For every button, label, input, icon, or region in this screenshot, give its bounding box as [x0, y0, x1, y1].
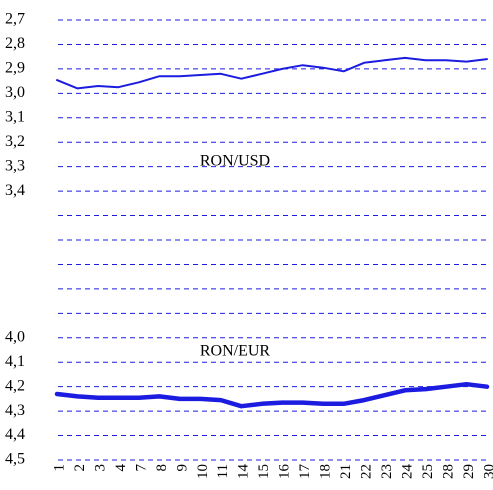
- x-tick-label: 2: [72, 464, 88, 472]
- x-tick-label: 4: [113, 464, 129, 472]
- x-tick-label: 18: [318, 464, 334, 479]
- x-tick-label: 30: [481, 464, 493, 479]
- x-tick-label: 3: [92, 464, 108, 472]
- y-tick-label: 2,9: [5, 60, 25, 77]
- series-label: RON/USD: [200, 153, 270, 170]
- x-tick-label: 16: [277, 464, 293, 480]
- y-tick-label: 3,4: [5, 182, 25, 199]
- y-tick-label: 4,0: [5, 328, 25, 345]
- series-label: RON/EUR: [200, 343, 271, 360]
- series-line: [54, 381, 490, 409]
- y-tick-label: 4,2: [5, 377, 25, 394]
- x-tick-label: 9: [174, 464, 190, 472]
- y-tick-label: 3,1: [5, 108, 25, 125]
- y-tick-label: 4,4: [5, 426, 25, 443]
- y-tick-label: 4,5: [5, 451, 25, 468]
- x-tick-label: 8: [154, 464, 170, 472]
- x-tick-label: 17: [297, 464, 313, 480]
- x-tick-label: 11: [215, 464, 231, 478]
- x-tick-label: 1: [51, 464, 67, 472]
- x-tick-label: 15: [256, 464, 272, 479]
- x-tick-label: 10: [195, 464, 211, 479]
- x-tick-label: 23: [379, 464, 395, 479]
- y-tick-label: 3,3: [5, 157, 25, 174]
- y-tick-label: 2,8: [5, 35, 25, 52]
- y-tick-label: 4,3: [5, 402, 25, 419]
- x-tick-label: 24: [400, 464, 416, 480]
- y-tick-label: 4,1: [5, 353, 25, 370]
- series-line: [56, 56, 488, 90]
- x-tick-label: 21: [338, 464, 354, 479]
- y-tick-label: 3,2: [5, 133, 25, 150]
- x-tick-label: 7: [133, 464, 149, 472]
- x-tick-label: 25: [420, 464, 436, 479]
- x-tick-label: 29: [461, 464, 477, 479]
- x-tick-label: 28: [440, 464, 456, 479]
- y-tick-label: 3,0: [5, 84, 25, 101]
- x-tick-label: 14: [236, 464, 252, 480]
- x-tick-label: 22: [359, 464, 375, 479]
- y-tick-label: 2,7: [5, 11, 25, 28]
